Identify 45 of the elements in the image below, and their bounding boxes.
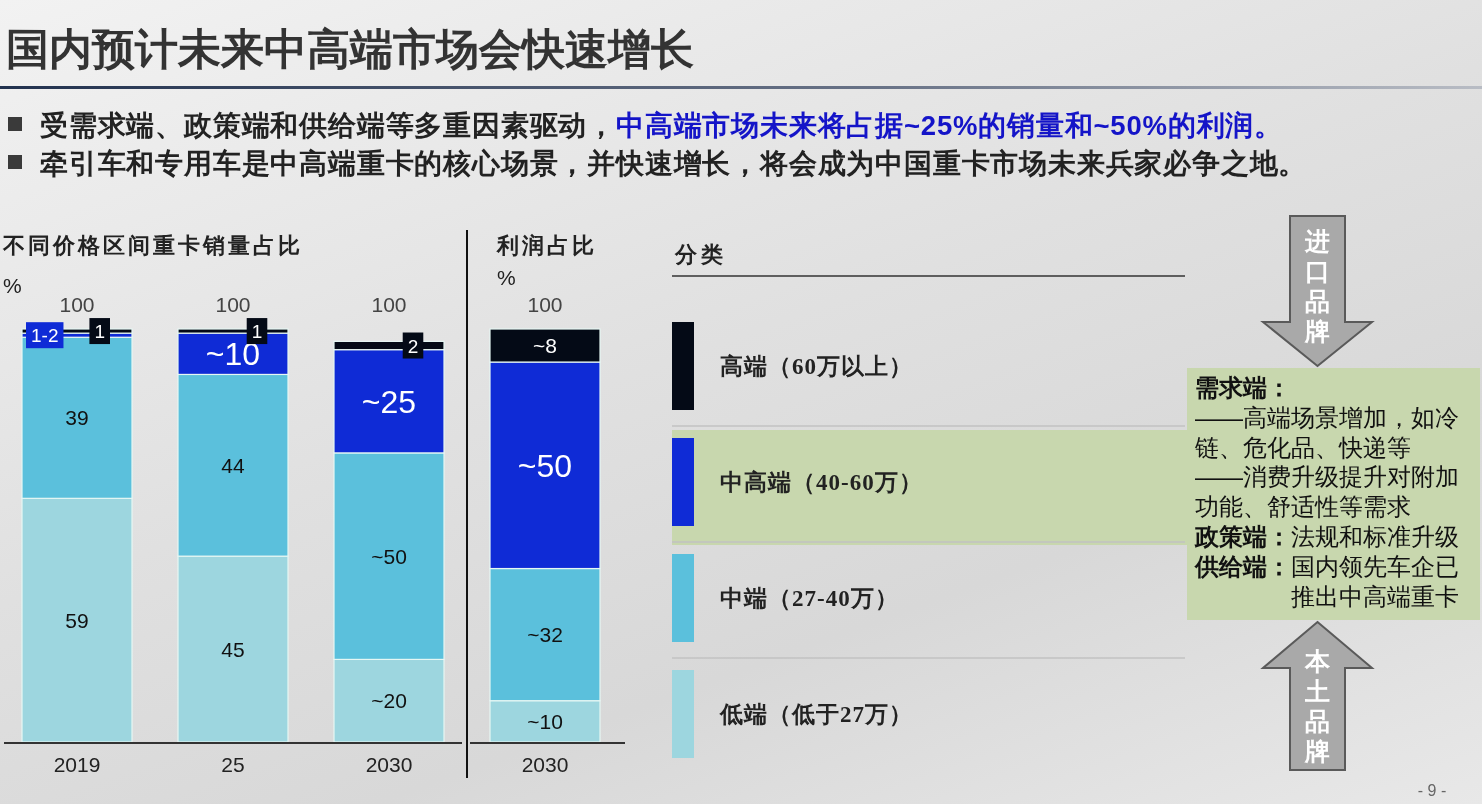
text: 供给端：国内领先车企已推出中高端重卡 bbox=[1194, 552, 1459, 610]
data-label: ~32 bbox=[527, 623, 563, 647]
data-label: 1 bbox=[94, 321, 105, 343]
data-label: 45 bbox=[221, 637, 245, 661]
data-label: ~50 bbox=[371, 544, 407, 568]
data-label: 59 bbox=[65, 608, 89, 632]
data-label: ~50 bbox=[517, 447, 573, 484]
text: 政策端：法规和标准升级 bbox=[1194, 523, 1459, 550]
y-axis-title: % bbox=[497, 266, 516, 289]
legend-item: 中高端（40-60万） bbox=[672, 438, 923, 526]
text: 本土品牌 bbox=[1304, 647, 1331, 765]
data-label: 1 bbox=[251, 321, 263, 343]
x-tick-label: 2030 bbox=[521, 753, 569, 776]
total-label: 100 bbox=[215, 293, 251, 316]
y-axis-title: % bbox=[3, 274, 22, 297]
text: 受需求端、政策端和供给端等多重因素驱动， bbox=[40, 110, 616, 141]
text: ——消费升级提升对附加功能、舒适性等需求 bbox=[1195, 463, 1459, 521]
legend-item: 低端（低于27万） bbox=[672, 670, 913, 758]
x-tick-label: 2030 bbox=[365, 753, 413, 776]
data-label: ~8 bbox=[533, 334, 557, 358]
legend: 分类 高端（60万以上） 中高端（40-60万） 中端（27-40万） 低端（低于27万） bbox=[671, 242, 1186, 758]
text: 进口品牌 bbox=[1304, 227, 1330, 345]
text: 中高端市场未来将占据~25%的销量和~50%的利润。 bbox=[616, 110, 1283, 141]
text: 牵引车和专用车是中高端重卡的核心场景，并快速增长，将会成为中国重卡市场未来兵家必争之地。 bbox=[40, 148, 1308, 179]
data-label: 39 bbox=[65, 406, 89, 430]
legend-item: 中端（27-40万） bbox=[672, 554, 899, 642]
data-label: 1-2 bbox=[31, 325, 59, 347]
text: ——高端场景增加，如冷链、危化品、快递等 bbox=[1194, 403, 1459, 461]
chart-title: 利润占比 bbox=[496, 233, 597, 258]
total-label: 100 bbox=[59, 293, 95, 316]
data-label: ~10 bbox=[527, 709, 563, 733]
x-tick-label: 2019 bbox=[53, 753, 101, 776]
data-label: 2 bbox=[407, 335, 419, 357]
total-label: 100 bbox=[527, 293, 563, 316]
legend-title: 分类 bbox=[674, 242, 727, 267]
x-tick-label: 25 bbox=[221, 753, 245, 776]
legend-item: 高端（60万以上） bbox=[672, 322, 913, 410]
chart-title: 不同价格区间重卡销量占比 bbox=[2, 233, 303, 258]
text: 100 bbox=[371, 293, 407, 316]
text: 需求端： bbox=[1195, 374, 1291, 401]
data-label: 44 bbox=[221, 453, 245, 477]
text: 国内预计未来中高端市场会快速增长 bbox=[6, 25, 694, 73]
data-label: ~25 bbox=[361, 383, 417, 420]
data-label: ~20 bbox=[371, 689, 407, 713]
text: - 9 - bbox=[1417, 782, 1447, 799]
